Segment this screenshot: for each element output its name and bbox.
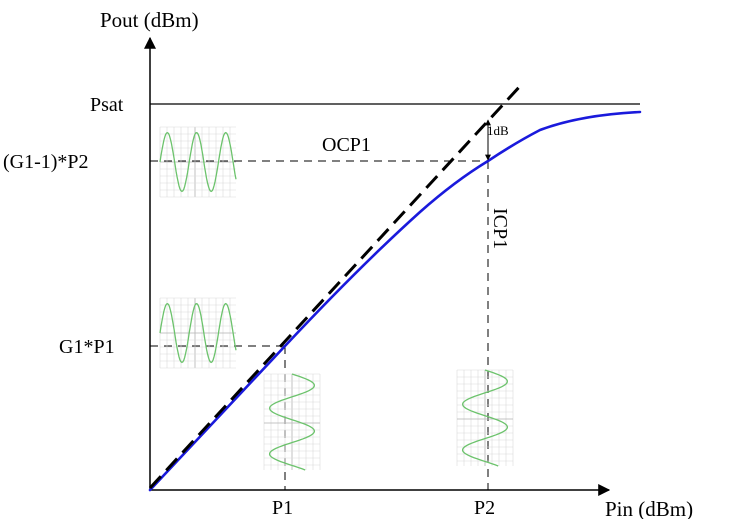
linear-extrapolation-line	[148, 82, 524, 490]
icp1-label: ICP1	[489, 208, 511, 249]
scope-waveform-icon	[263, 373, 321, 471]
y-axis-label: Pout (dBm)	[100, 8, 199, 32]
psat-label: Psat	[90, 94, 124, 116]
g1p1-label: G1*P1	[59, 336, 115, 358]
scope-waveform-icon	[159, 126, 237, 198]
ocp1-label: OCP1	[322, 134, 371, 156]
one-db-label: 1dB	[487, 123, 509, 138]
g1m1p2-label: (G1-1)*P2	[3, 151, 89, 173]
p1-label: P1	[272, 497, 293, 519]
p2-label: P2	[474, 497, 495, 519]
gain-curve	[148, 110, 642, 492]
scope-waveform-icon	[159, 297, 237, 369]
x-axis-label: Pin (dBm)	[605, 497, 693, 519]
scope-waveform-icon	[456, 369, 514, 467]
